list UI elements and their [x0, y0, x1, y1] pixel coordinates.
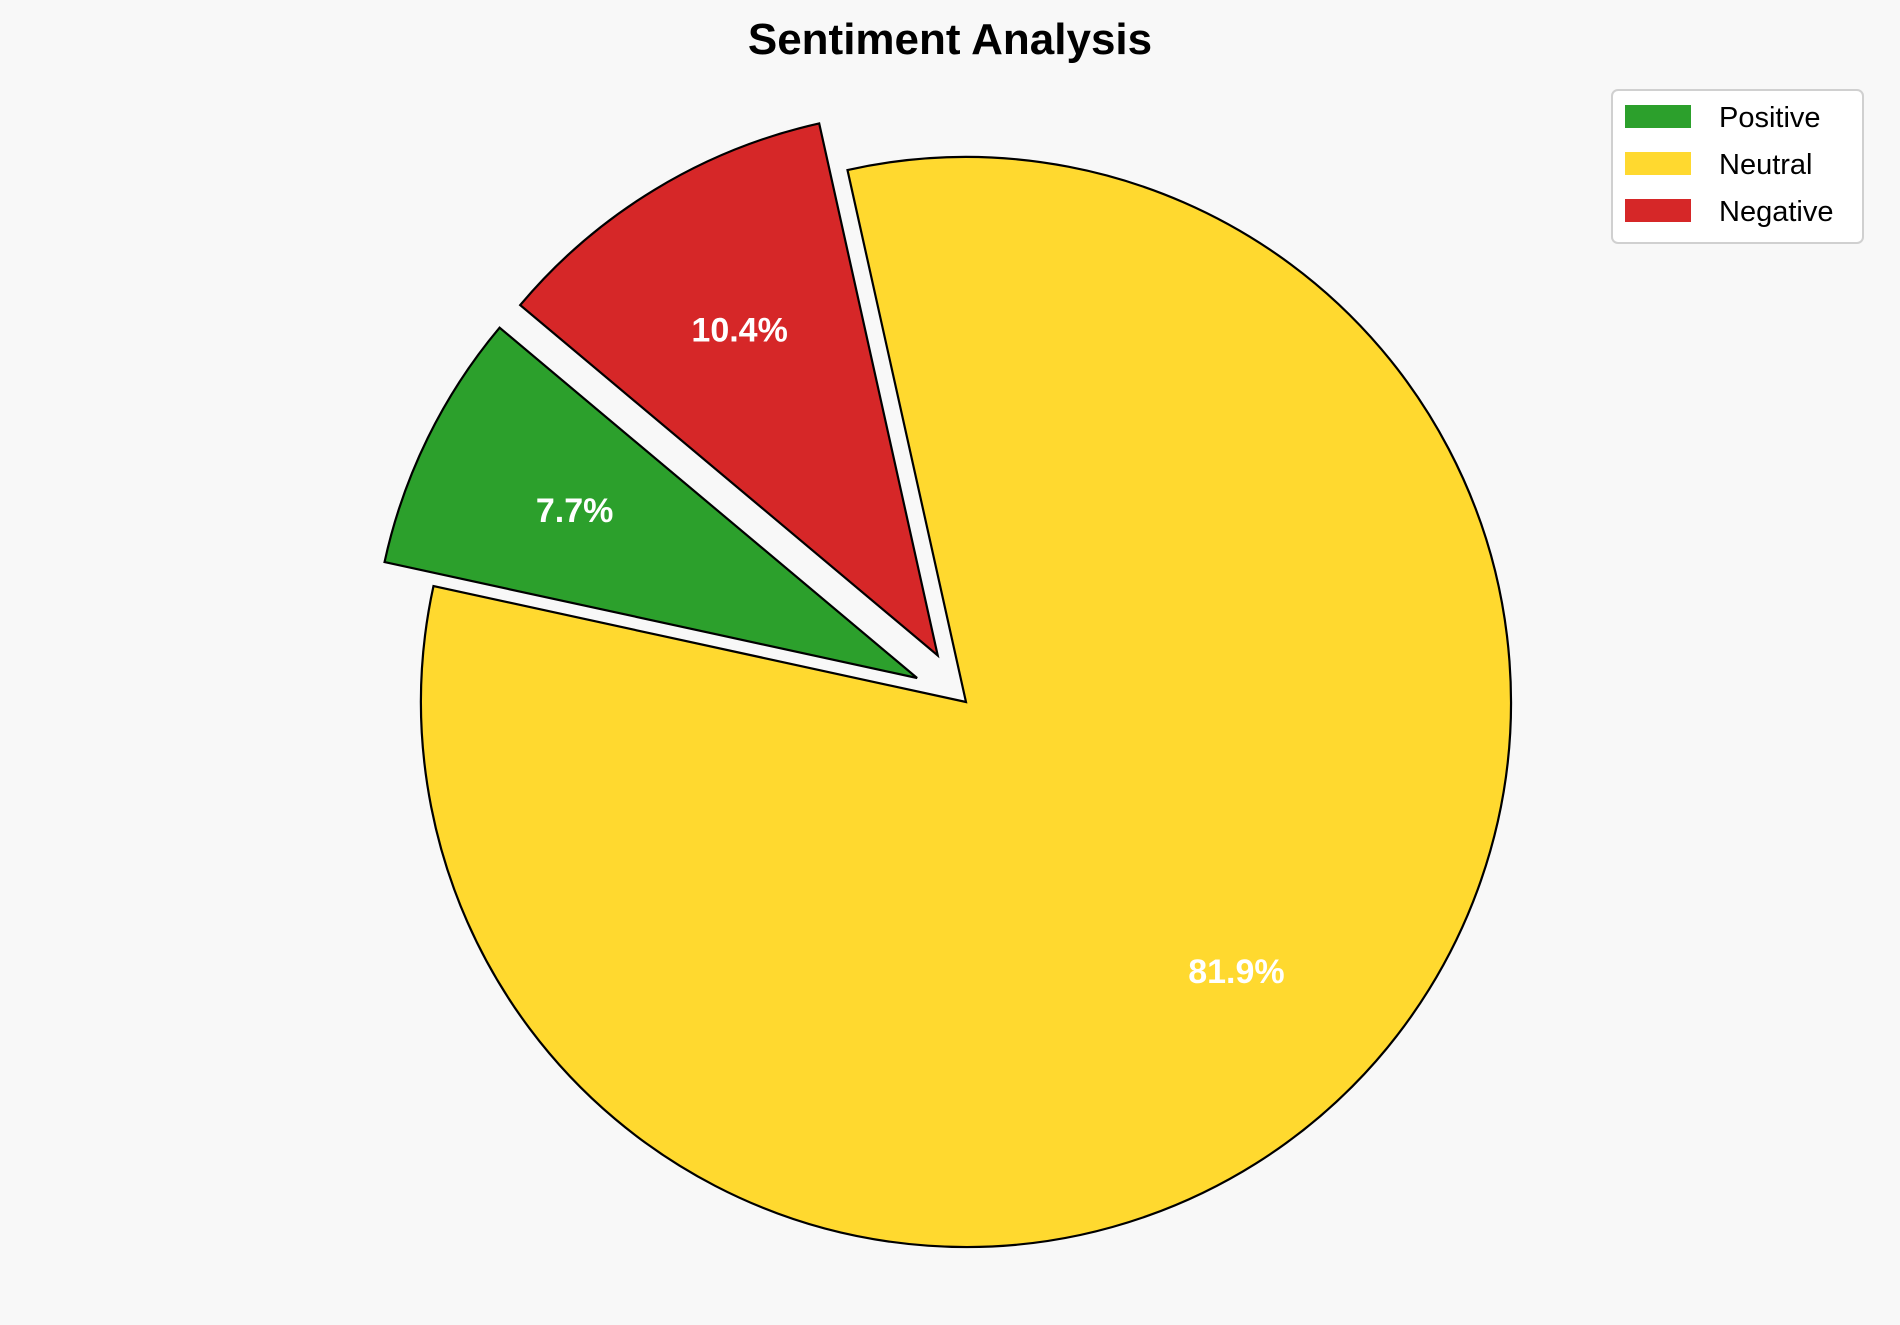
- pie-labels: 7.7% 81.9% 10.4%: [536, 311, 1285, 991]
- pct-label-positive: 7.7%: [536, 492, 614, 530]
- pct-label-negative: 10.4%: [691, 311, 787, 349]
- legend-label: Negative: [1719, 196, 1833, 228]
- pct-label-neutral: 81.9%: [1188, 953, 1284, 991]
- legend: Positive Neutral Negative: [1611, 89, 1864, 244]
- legend-label: Positive: [1719, 102, 1821, 134]
- pie-slice-neutral: [419, 155, 1513, 1249]
- legend-swatch: [1625, 105, 1691, 128]
- legend-swatch: [1625, 199, 1691, 222]
- legend-label: Neutral: [1719, 149, 1813, 181]
- legend-item-positive: Positive: [1625, 102, 1821, 134]
- pie-slice-positive: [383, 326, 918, 680]
- legend-item-neutral: Neutral: [1625, 149, 1813, 181]
- legend-item-negative: Negative: [1625, 196, 1833, 228]
- legend-swatch: [1625, 152, 1691, 175]
- chart-title: Sentiment Analysis: [748, 15, 1152, 64]
- pie-slice-negative: [518, 122, 940, 659]
- pie-slices: [383, 122, 1513, 1249]
